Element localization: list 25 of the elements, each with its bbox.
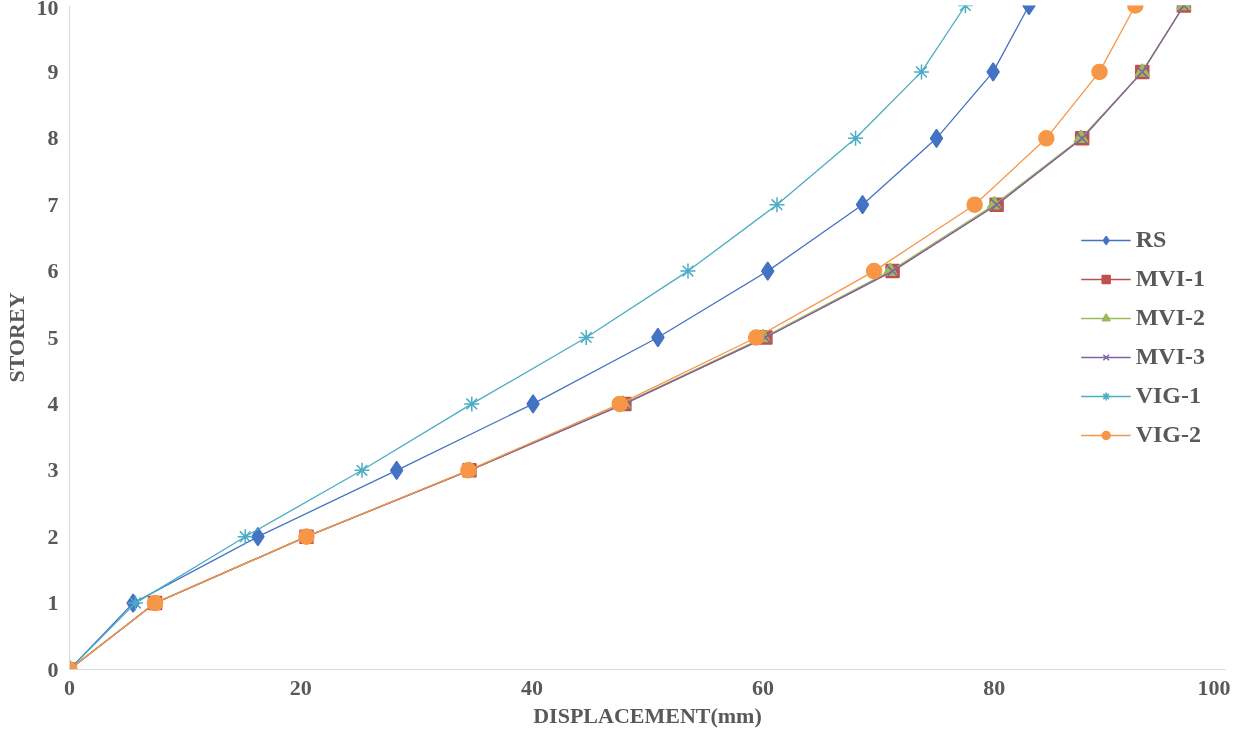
y-tick-label: 9 (47, 58, 59, 84)
y-tick-label: 8 (47, 125, 59, 151)
x-tick-label: 40 (520, 674, 543, 700)
legend-label: MVI-2 (1135, 304, 1205, 331)
x-tick-label: 100 (1197, 674, 1231, 700)
y-tick-label: 2 (47, 523, 59, 549)
y-tick-label: 7 (47, 191, 59, 217)
legend-label: MVI-1 (1135, 265, 1205, 292)
x-tick-label: 80 (983, 674, 1006, 700)
y-tick-label: 1 (47, 590, 59, 616)
y-tick-label: 10 (36, 0, 59, 20)
legend-label: MVI-3 (1135, 343, 1205, 370)
y-tick-label: 5 (47, 324, 59, 350)
legend-label: VIG-1 (1135, 382, 1202, 409)
y-tick-label: 3 (47, 457, 59, 483)
legend-label: RS (1135, 226, 1167, 253)
x-tick-label: 20 (289, 674, 312, 700)
y-tick-label: 0 (47, 656, 59, 682)
x-axis-title: DISPLACEMENT(mm) (533, 702, 762, 728)
legend-label: VIG-2 (1135, 421, 1202, 448)
y-axis-title: STOREY (3, 292, 29, 383)
y-tick-label: 6 (47, 258, 59, 284)
x-tick-label: 0 (64, 674, 75, 700)
y-tick-label: 4 (47, 390, 59, 416)
x-tick-label: 60 (752, 674, 775, 700)
